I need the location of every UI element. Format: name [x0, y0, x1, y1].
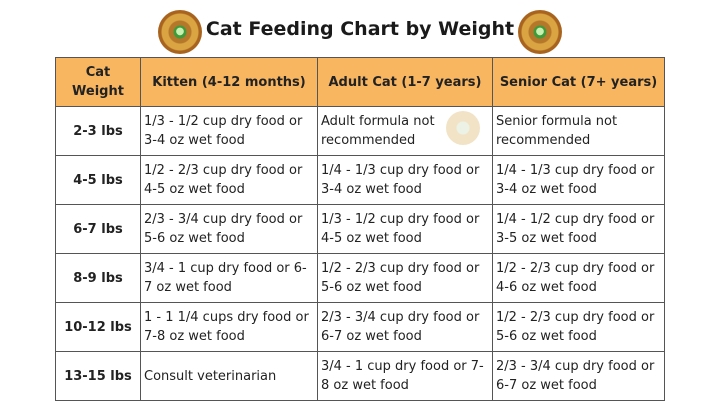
feeding-cell: 1 - 1 1/4 cups dry food or 7-8 oz wet fo… — [140, 302, 318, 352]
feeding-table: Cat Weight Kitten (4-12 months) Adult Ca… — [55, 57, 665, 401]
header-cell: Kitten (4-12 months) — [140, 57, 318, 107]
table-header-row: Cat Weight Kitten (4-12 months) Adult Ca… — [55, 57, 665, 107]
watermark-logo — [446, 111, 480, 145]
header-cell: Cat Weight — [55, 57, 141, 107]
weight-cell: 2-3 lbs — [55, 106, 141, 156]
weight-cell: 4-5 lbs — [55, 155, 141, 205]
logo-right: ● — [518, 10, 562, 54]
table-row: 2-3 lbs 1/3 - 1/2 cup dry food or 3-4 oz … — [55, 106, 665, 156]
feeding-cell: 1/4 - 1/3 cup dry food or 3-4 oz wet foo… — [317, 155, 493, 205]
feeding-cell: 3/4 - 1 cup dry food or 6-7 oz wet food — [140, 253, 318, 303]
table-row: 8-9 lbs 3/4 - 1 cup dry food or 6-7 oz we… — [55, 253, 665, 303]
table-row: 10-12 lbs 1 - 1 1/4 cups dry food or 7-8 … — [55, 302, 665, 352]
table-row: 6-7 lbs 2/3 - 3/4 cup dry food or 5-6 oz … — [55, 204, 665, 254]
feeding-cell: 1/3 - 1/2 cup dry food or 4-5 oz wet foo… — [317, 204, 493, 254]
paw-icon: ● — [535, 26, 545, 37]
feeding-cell: 1/2 - 2/3 cup dry food or 5-6 oz wet foo… — [492, 302, 665, 352]
table-row: 4-5 lbs 1/2 - 2/3 cup dry food or 4-5 oz … — [55, 155, 665, 205]
weight-cell: 10-12 lbs — [55, 302, 141, 352]
feeding-cell: 1/2 - 2/3 cup dry food or 4-6 oz wet foo… — [492, 253, 665, 303]
weight-cell: 13-15 lbs — [55, 351, 141, 401]
feeding-cell: Senior formula not recommended — [492, 106, 665, 156]
feeding-cell: 1/4 - 1/2 cup dry food or 3-5 oz wet foo… — [492, 204, 665, 254]
feeding-cell: 1/4 - 1/3 cup dry food or 3-4 oz wet foo… — [492, 155, 665, 205]
header-cell: Adult Cat (1-7 years) — [317, 57, 493, 107]
feeding-cell: 2/3 - 3/4 cup dry food or 5-6 oz wet foo… — [140, 204, 318, 254]
logo-left: ● — [158, 10, 202, 54]
table-row: 13-15 lbs Consult veterinarian 3/4 - 1 cup… — [55, 351, 665, 401]
header-cell: Senior Cat (7+ years) — [492, 57, 665, 107]
feeding-cell: 1/2 - 2/3 cup dry food or 4-5 oz wet foo… — [140, 155, 318, 205]
feeding-cell: 1/3 - 1/2 cup dry food or 3-4 oz wet foo… — [140, 106, 318, 156]
weight-cell: 8-9 lbs — [55, 253, 141, 303]
feeding-cell: 2/3 - 3/4 cup dry food or 6-7 oz wet foo… — [317, 302, 493, 352]
weight-cell: 6-7 lbs — [55, 204, 141, 254]
paw-icon: ● — [175, 26, 185, 37]
feeding-cell: 1/2 - 2/3 cup dry food or 5-6 oz wet foo… — [317, 253, 493, 303]
page-title: Cat Feeding Chart by Weight — [205, 18, 515, 40]
feeding-cell: 2/3 - 3/4 cup dry food or 6-7 oz wet foo… — [492, 351, 665, 401]
feeding-cell: Consult veterinarian — [140, 351, 318, 401]
feeding-cell: 3/4 - 1 cup dry food or 7-8 oz wet food — [317, 351, 493, 401]
